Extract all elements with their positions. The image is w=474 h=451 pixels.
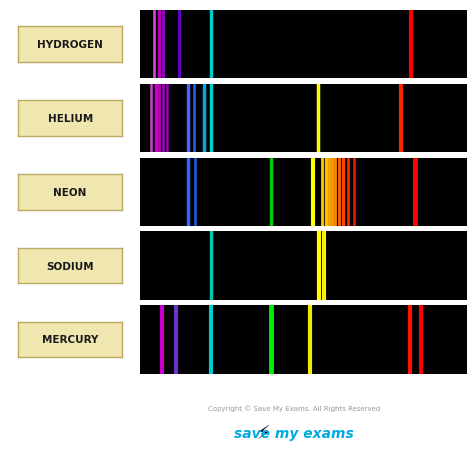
Text: NEON: NEON (54, 187, 87, 198)
Text: MERCURY: MERCURY (42, 335, 98, 345)
Text: Copyright © Save My Exams. All Rights Reserved: Copyright © Save My Exams. All Rights Re… (208, 405, 380, 411)
Text: SODIUM: SODIUM (46, 261, 94, 271)
Text: HELIUM: HELIUM (47, 114, 93, 124)
Text: ⚡: ⚡ (256, 423, 270, 442)
Text: HYDROGEN: HYDROGEN (37, 40, 103, 50)
Text: save my exams: save my exams (234, 426, 354, 440)
